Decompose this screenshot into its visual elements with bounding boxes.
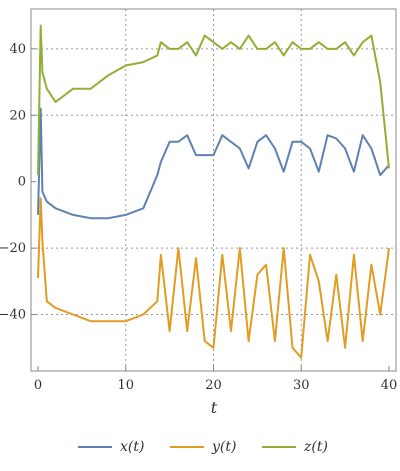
legend: x(t) y(t) z(t) (78, 439, 328, 455)
x-tick-label: 30 (293, 378, 310, 393)
x-tick-label: 0 (34, 378, 42, 393)
y-tick-label: 40 (9, 42, 26, 57)
series-line-2 (37, 24, 390, 176)
series-layer (37, 24, 390, 359)
y-tick-label: 0 (18, 175, 26, 190)
legend-item: x(t) (78, 439, 144, 455)
legend-item: y(t) (170, 439, 236, 455)
series-line-0 (37, 107, 390, 220)
grid-layer (31, 9, 396, 371)
y-tick-label: −40 (0, 308, 26, 323)
legend-label: x(t) (120, 439, 144, 455)
x-tick-label: 20 (205, 378, 222, 393)
y-tick-label: 20 (9, 108, 26, 123)
x-tick-label: 40 (381, 378, 398, 393)
x-tick-label: 10 (117, 378, 134, 393)
legend-label: y(t) (211, 439, 236, 455)
legend-label: z(t) (303, 439, 328, 455)
legend-item: z(t) (262, 439, 328, 455)
series-line-1 (37, 197, 390, 359)
y-tick-label: −20 (0, 241, 26, 256)
x-axis-title: t (211, 398, 218, 417)
tick-layer: 0 10 20 30 40 −40 −20 0 20 40 (0, 42, 397, 393)
